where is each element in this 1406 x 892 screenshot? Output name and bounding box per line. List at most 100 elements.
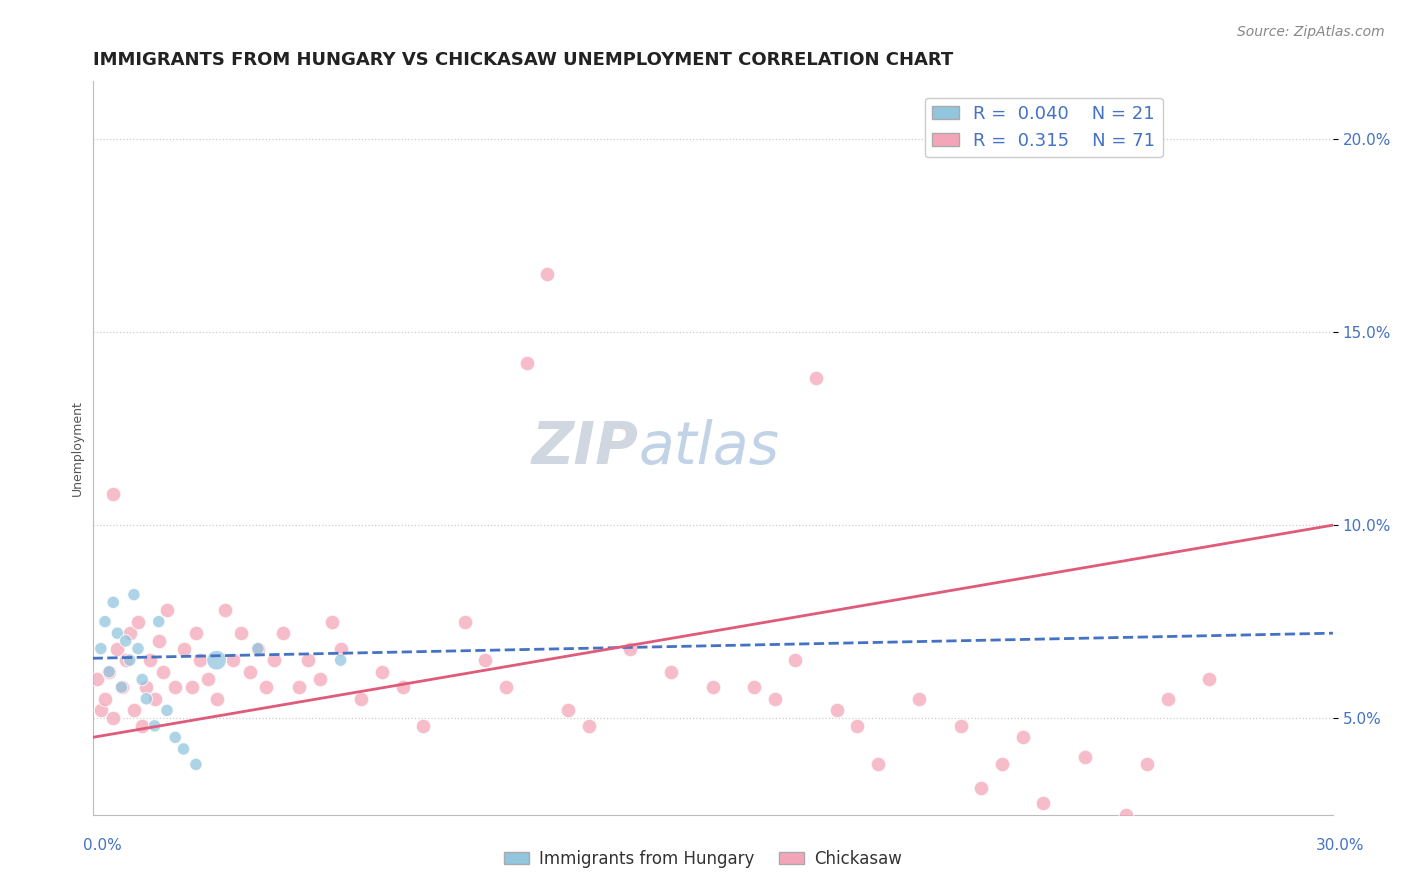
- Point: [288, 680, 311, 694]
- Point: [98, 665, 121, 679]
- Point: [949, 719, 972, 733]
- Point: [173, 641, 195, 656]
- Point: [1074, 749, 1097, 764]
- Point: [557, 703, 579, 717]
- Point: [184, 757, 207, 772]
- Point: [271, 626, 294, 640]
- Point: [105, 626, 128, 640]
- Point: [329, 653, 352, 667]
- Point: [991, 757, 1014, 772]
- Point: [131, 719, 153, 733]
- Point: [127, 615, 149, 629]
- Point: [1136, 757, 1159, 772]
- Point: [391, 680, 413, 694]
- Point: [114, 634, 136, 648]
- Point: [222, 653, 245, 667]
- Point: [197, 673, 219, 687]
- Point: [135, 691, 157, 706]
- Point: [156, 703, 179, 717]
- Point: [205, 691, 228, 706]
- Point: [90, 703, 112, 717]
- Point: [350, 691, 373, 706]
- Point: [139, 653, 162, 667]
- Point: [173, 742, 195, 756]
- Point: [165, 731, 187, 745]
- Point: [110, 680, 132, 694]
- Point: [804, 371, 827, 385]
- Point: [118, 626, 141, 640]
- Point: [619, 641, 641, 656]
- Point: [152, 665, 174, 679]
- Point: [180, 680, 202, 694]
- Point: [1198, 673, 1220, 687]
- Point: [86, 673, 108, 687]
- Point: [231, 626, 253, 640]
- Point: [127, 641, 149, 656]
- Text: ZIP: ZIP: [531, 419, 638, 476]
- Text: IMMIGRANTS FROM HUNGARY VS CHICKASAW UNEMPLOYMENT CORRELATION CHART: IMMIGRANTS FROM HUNGARY VS CHICKASAW UNE…: [93, 51, 953, 69]
- Point: [321, 615, 343, 629]
- Point: [114, 653, 136, 667]
- Point: [1011, 731, 1033, 745]
- Y-axis label: Unemployment: Unemployment: [72, 400, 84, 496]
- Point: [1115, 807, 1137, 822]
- Point: [143, 691, 166, 706]
- Point: [246, 641, 269, 656]
- Point: [156, 603, 179, 617]
- Point: [297, 653, 319, 667]
- Point: [103, 487, 125, 501]
- Point: [661, 665, 683, 679]
- Point: [702, 680, 724, 694]
- Point: [103, 595, 125, 609]
- Point: [742, 680, 765, 694]
- Point: [263, 653, 285, 667]
- Legend: R =  0.040    N = 21, R =  0.315    N = 71: R = 0.040 N = 21, R = 0.315 N = 71: [925, 98, 1163, 157]
- Point: [254, 680, 277, 694]
- Point: [908, 691, 931, 706]
- Point: [184, 626, 207, 640]
- Text: Source: ZipAtlas.com: Source: ZipAtlas.com: [1237, 25, 1385, 39]
- Point: [536, 268, 558, 282]
- Point: [309, 673, 332, 687]
- Point: [846, 719, 869, 733]
- Point: [90, 641, 112, 656]
- Point: [188, 653, 211, 667]
- Text: 30.0%: 30.0%: [1316, 838, 1364, 853]
- Point: [122, 703, 145, 717]
- Text: 0.0%: 0.0%: [83, 838, 122, 853]
- Point: [148, 615, 170, 629]
- Point: [148, 634, 170, 648]
- Point: [970, 780, 993, 795]
- Point: [474, 653, 496, 667]
- Point: [135, 680, 157, 694]
- Point: [329, 641, 352, 656]
- Point: [165, 680, 187, 694]
- Point: [94, 691, 117, 706]
- Point: [825, 703, 848, 717]
- Point: [131, 673, 153, 687]
- Point: [214, 603, 236, 617]
- Point: [453, 615, 475, 629]
- Point: [94, 615, 117, 629]
- Point: [105, 641, 128, 656]
- Point: [785, 653, 807, 667]
- Point: [495, 680, 517, 694]
- Point: [122, 588, 145, 602]
- Text: atlas: atlas: [638, 419, 779, 476]
- Point: [578, 719, 600, 733]
- Point: [1156, 691, 1178, 706]
- Point: [763, 691, 786, 706]
- Point: [246, 641, 269, 656]
- Point: [516, 356, 538, 370]
- Point: [868, 757, 890, 772]
- Point: [143, 719, 166, 733]
- Point: [371, 665, 394, 679]
- Point: [110, 680, 132, 694]
- Point: [118, 653, 141, 667]
- Point: [1032, 796, 1054, 810]
- Point: [205, 653, 228, 667]
- Point: [412, 719, 434, 733]
- Point: [103, 711, 125, 725]
- Legend: Immigrants from Hungary, Chickasaw: Immigrants from Hungary, Chickasaw: [498, 844, 908, 875]
- Point: [98, 665, 121, 679]
